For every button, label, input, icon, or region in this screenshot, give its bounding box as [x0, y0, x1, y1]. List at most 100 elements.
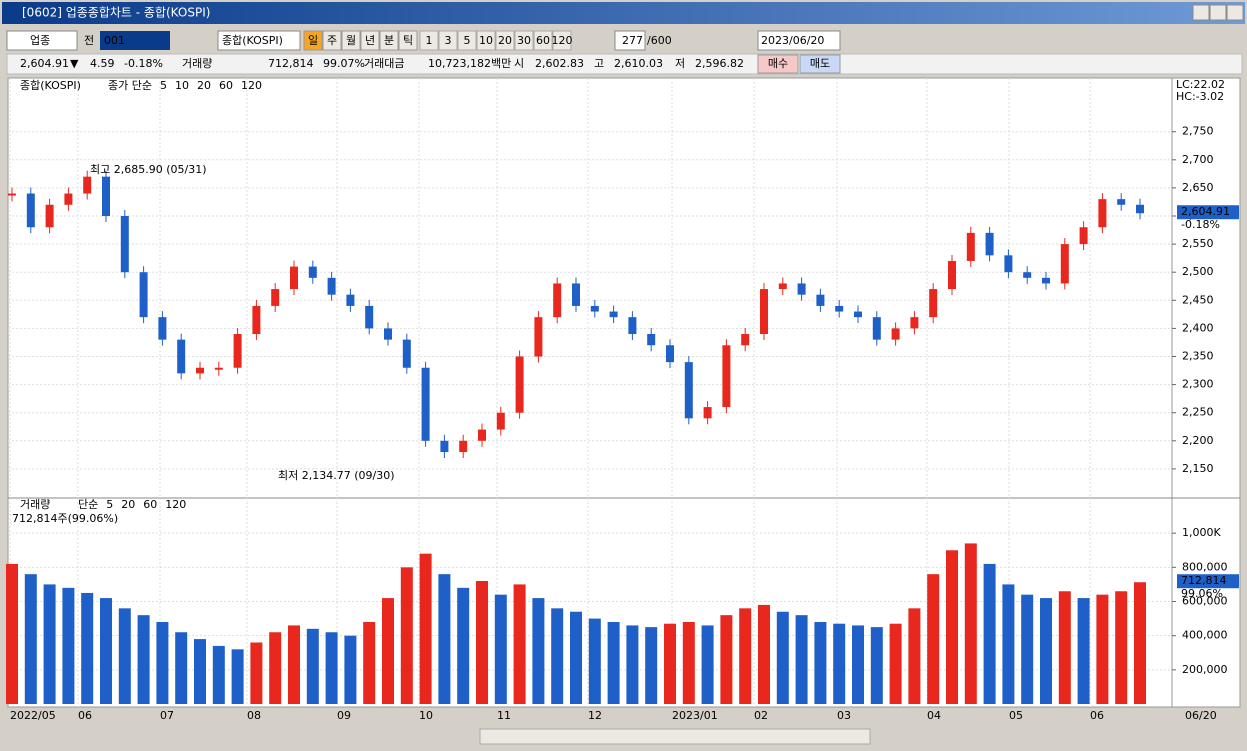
y-tick-label: 2,250 — [1182, 406, 1214, 419]
panel-title: 종합(KOSPI) — [20, 79, 81, 92]
volume-bar — [344, 635, 357, 704]
legend-entry: 120 — [165, 498, 186, 511]
volume-bar — [814, 622, 827, 704]
candle — [214, 367, 223, 370]
code: 001 — [104, 34, 125, 47]
sell-label: 매도 — [810, 57, 830, 70]
minimize[interactable] — [1192, 4, 1210, 21]
volume-bar — [833, 623, 846, 704]
candle — [1004, 255, 1013, 273]
volume-bar — [400, 567, 413, 704]
candle — [1023, 272, 1032, 278]
period-button[interactable] — [322, 30, 342, 51]
interval-button[interactable] — [476, 30, 496, 51]
candle — [308, 266, 317, 278]
count-max: /600 — [647, 34, 672, 47]
window-title: [0602] 업종종합차트 - 종합(KOSPI) — [22, 6, 210, 20]
period-button[interactable] — [303, 30, 323, 51]
quote-amount: 10,723,182백만 — [428, 57, 511, 70]
quote-row — [6, 53, 1243, 75]
code-input[interactable] — [100, 31, 170, 50]
period-button[interactable] — [360, 30, 380, 51]
volume-bar — [946, 550, 958, 704]
x-tick-label: 08 — [247, 709, 261, 722]
volume-bar — [382, 598, 394, 704]
candle — [8, 193, 16, 196]
interval-button[interactable] — [533, 30, 553, 51]
buy-button[interactable] — [757, 54, 799, 74]
last-value-box — [1177, 574, 1239, 589]
interval-button[interactable] — [419, 30, 439, 51]
maximize[interactable] — [1209, 4, 1227, 21]
x-tick-label: 09 — [337, 709, 351, 722]
code-box[interactable] — [6, 30, 78, 51]
sell-button[interactable] — [799, 54, 841, 74]
volume-bar — [494, 594, 507, 704]
y-tick-label: 1,000K — [1182, 526, 1221, 539]
y-tick-label: 2,350 — [1182, 350, 1214, 363]
y-tick-label: 2,450 — [1182, 293, 1214, 306]
interval-button[interactable] — [514, 30, 534, 51]
candle — [440, 440, 449, 453]
interval-label: 30 — [517, 34, 531, 47]
chart-area — [7, 77, 1173, 708]
volume-bar — [908, 608, 921, 704]
interval-label: 5 — [464, 34, 471, 47]
legend-entry: 5 — [160, 79, 167, 92]
x-tick-label: 12 — [588, 709, 602, 722]
candle — [402, 339, 411, 368]
y-tick-label: 2,300 — [1182, 378, 1214, 391]
volume-bar — [776, 611, 789, 704]
panel-title: 거래량 — [20, 498, 50, 511]
volume-bar — [306, 628, 319, 704]
period-button[interactable] — [398, 30, 418, 51]
candle — [816, 294, 825, 306]
scroll-thumb[interactable] — [479, 728, 871, 745]
volume-bar — [570, 611, 582, 704]
volume-bar — [964, 543, 977, 704]
period-label: 월 — [346, 34, 356, 47]
volume-bar — [156, 622, 169, 704]
candle — [722, 345, 731, 408]
candle — [985, 232, 994, 256]
close[interactable] — [1226, 4, 1244, 21]
interval-button[interactable] — [457, 30, 477, 51]
y-tick-label: 200,000 — [1182, 663, 1228, 676]
volume-bar — [1021, 594, 1034, 704]
interval-label: 20 — [498, 34, 512, 47]
volume-bar — [1115, 591, 1128, 704]
quote-price: 2,604.91 — [20, 57, 69, 70]
quote-high: 2,610.03 — [614, 57, 663, 70]
candle — [929, 289, 938, 318]
candle — [102, 176, 110, 217]
legend-entry: 단순 — [78, 498, 98, 511]
name: 종합(KOSPI) — [222, 34, 283, 47]
last-value: 712,814 — [1181, 574, 1227, 587]
candle — [797, 283, 806, 295]
candle — [26, 193, 35, 228]
volume-bar — [325, 632, 338, 704]
volume-bar — [81, 592, 94, 704]
legend-entry: 60 — [143, 498, 157, 511]
period-button[interactable] — [341, 30, 361, 51]
volume-bar — [24, 574, 37, 704]
volume-bar — [194, 639, 206, 704]
volume-bar — [43, 584, 56, 704]
period-button[interactable] — [379, 30, 399, 51]
candle — [703, 407, 712, 419]
interval-button[interactable] — [495, 30, 515, 51]
quote-amount-label: 거래대금 — [364, 57, 404, 70]
date-box[interactable] — [757, 30, 841, 51]
y-axis-area — [1171, 77, 1241, 708]
volume-bar — [457, 587, 470, 704]
candle — [1136, 204, 1144, 214]
volume-bar — [983, 563, 996, 704]
volume-bar — [701, 625, 714, 704]
period-label: 년 — [365, 34, 375, 47]
interval-button[interactable] — [552, 30, 572, 51]
interval-button[interactable] — [438, 30, 458, 51]
y-tick-label: 2,550 — [1182, 237, 1214, 250]
volume-bar — [62, 587, 75, 704]
volume-bar — [438, 574, 451, 704]
